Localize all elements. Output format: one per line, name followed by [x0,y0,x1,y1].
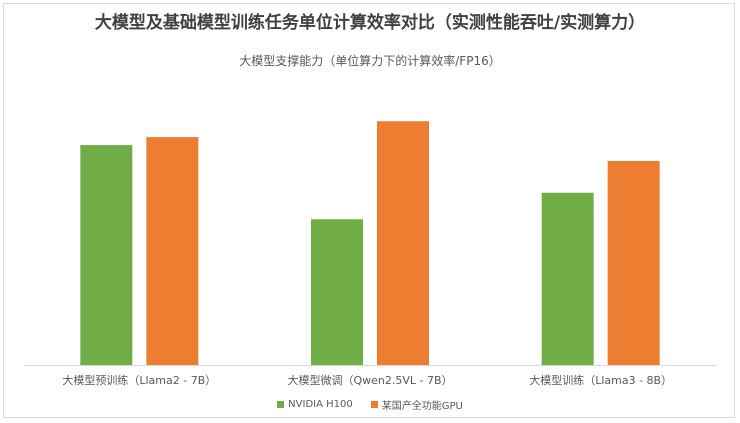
legend-item-domestic-gpu: 某国产全功能GPU [370,397,463,412]
bar-domestic-gpu-1 [377,121,429,365]
legend-label-domestic-gpu: 某国产全功能GPU [381,401,463,412]
legend-swatch-domestic-gpu [370,401,378,408]
chart-title: 大模型及基础模型训练任务单位计算效率对比（实测性能吞吐/实测算力） [94,13,646,33]
legend: NVIDIA H100 某国产全功能GPU [0,397,740,412]
category-labels: 大模型预训练（Llama2 - 7B） 大模型微调（Qwen2.5VL - 7B）… [62,373,672,387]
legend-item-h100: NVIDIA H100 [277,397,353,412]
chart-subtitle: 大模型支撑能力（单位算力下的计算效率/FP16） [239,54,501,68]
legend-label-h100: NVIDIA H100 [288,399,353,410]
bar-h100-2 [541,192,594,365]
bar-domestic-gpu-2 [607,160,660,365]
legend-swatch-h100 [277,401,285,408]
category-label-2: 大模型训练（Llama3 - 8B） [529,373,672,387]
category-label-0: 大模型预训练（Llama2 - 7B） [62,373,216,387]
category-label-1: 大模型微调（Qwen2.5VL - 7B） [287,373,452,387]
bars-group [80,121,660,365]
bar-h100-1 [311,219,363,365]
bar-domestic-gpu-0 [146,137,199,365]
bar-h100-0 [80,145,133,365]
